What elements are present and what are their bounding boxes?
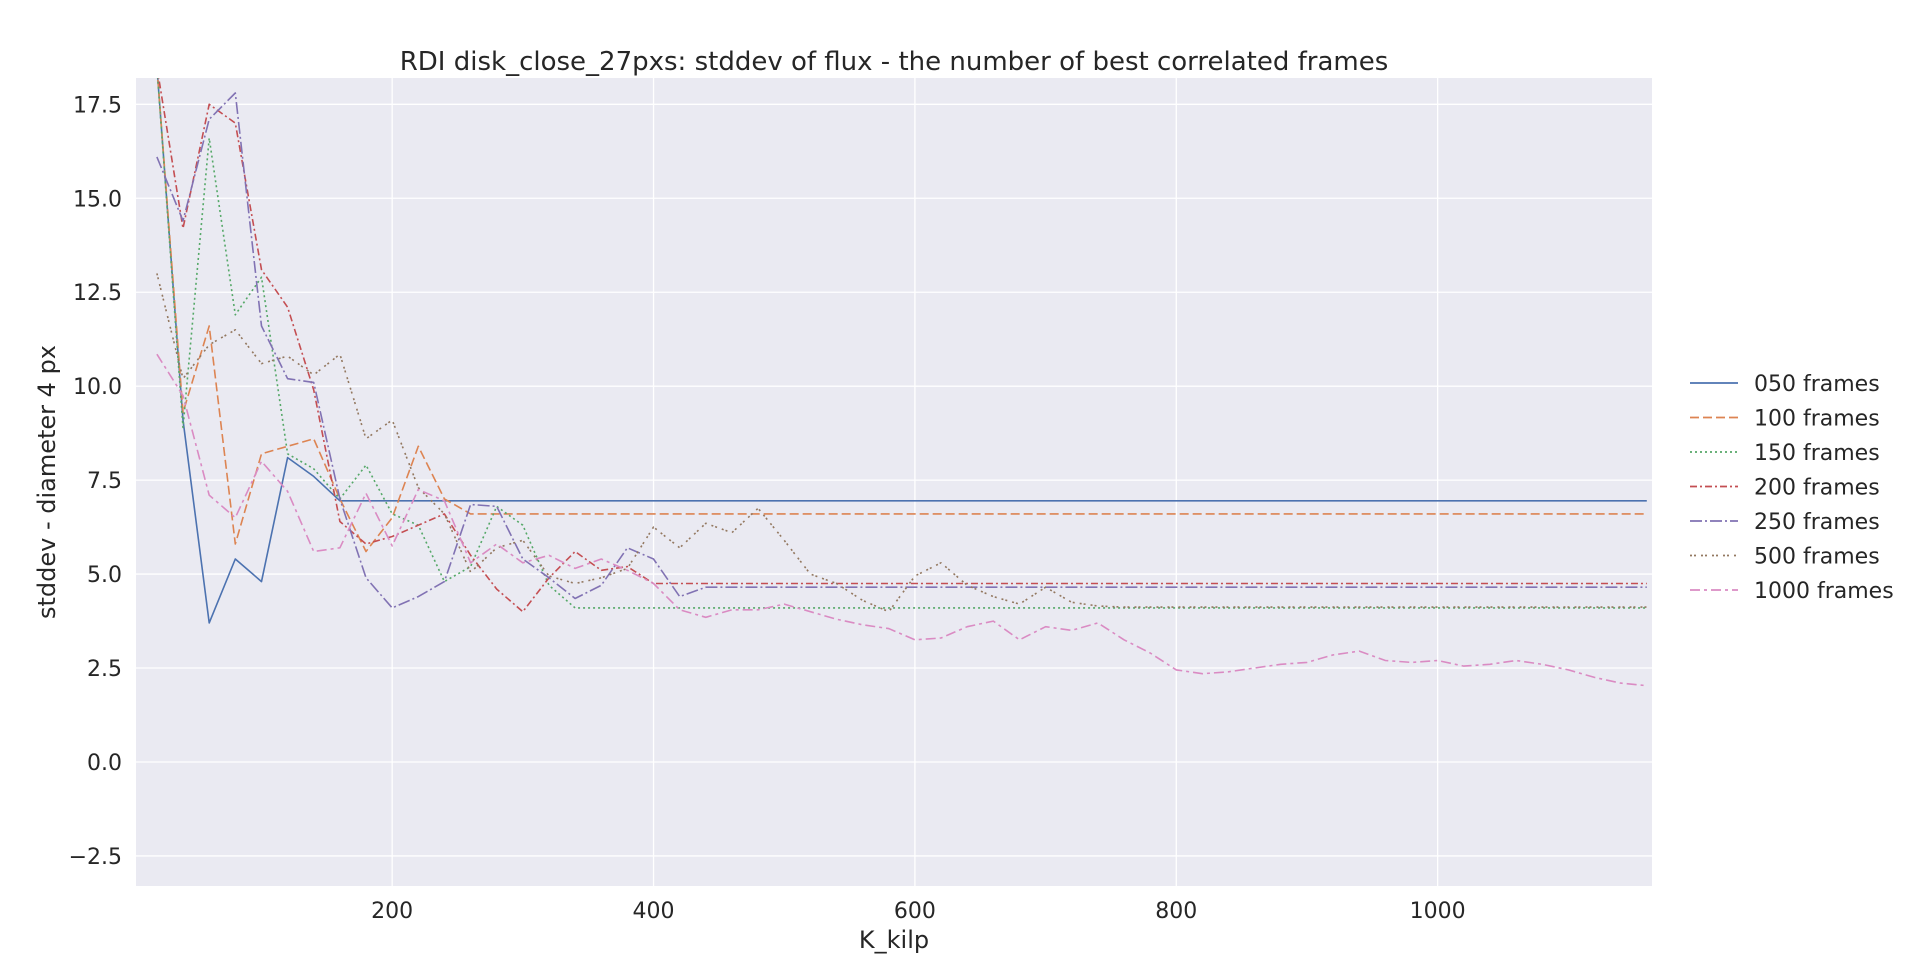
y-tick-label: 0.0	[87, 751, 122, 776]
series-line	[156, 353, 1647, 687]
legend-entry: 500 frames	[1754, 545, 1880, 570]
y-tick-label: 5.0	[87, 563, 122, 588]
legend-entry: 250 frames	[1754, 510, 1880, 535]
plot-area	[136, 78, 1652, 886]
series-layer	[156, 78, 1647, 687]
y-tick-label: 17.5	[73, 93, 122, 118]
y-tick-label: 10.0	[73, 375, 122, 400]
legend-entry: 150 frames	[1754, 441, 1880, 466]
y-tick-label: 15.0	[73, 187, 122, 212]
series-line	[157, 78, 1647, 613]
series-line	[156, 92, 1647, 609]
legend-entry: 1000 frames	[1754, 579, 1894, 604]
y-tick-label: 12.5	[73, 281, 122, 306]
legend-entry: 100 frames	[1754, 407, 1880, 432]
legend-entry: 050 frames	[1754, 372, 1880, 397]
y-tick-label: 7.5	[87, 469, 122, 494]
legend-entry: 200 frames	[1754, 476, 1880, 501]
series-line	[156, 78, 1647, 553]
x-tick-label: 600	[894, 899, 936, 924]
x-tick-label: 1000	[1410, 899, 1466, 924]
grid	[136, 78, 1652, 886]
y-axis-label: stddev - diameter 4 px	[33, 345, 61, 619]
y-tick-label: 2.5	[87, 657, 122, 682]
x-tick-label: 800	[1155, 899, 1197, 924]
y-tick-label: −2.5	[69, 845, 122, 870]
series-line	[156, 78, 1647, 624]
x-tick-label: 200	[371, 899, 413, 924]
series-line	[156, 273, 1647, 613]
chart-title: RDI disk_close_27pxs: stddev of flux - t…	[400, 47, 1389, 77]
x-tick-label: 400	[633, 899, 675, 924]
series-line	[156, 78, 1647, 609]
legend: 050 frames 100 frames 150 frames 200 frames…	[1690, 372, 1894, 604]
x-axis-label: K_kilp	[859, 926, 929, 954]
y-axis-ticks: −2.5 0.0 2.5 5.0 7.5 10.0 12.5 15.0 17.5	[69, 93, 122, 870]
x-axis-ticks: 200 400 600 800 1000	[371, 899, 1466, 924]
